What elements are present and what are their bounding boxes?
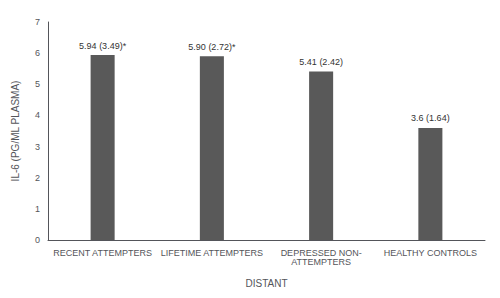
svg-text:IL-6 (PG/ML PLASMA): IL-6 (PG/ML PLASMA) — [10, 81, 21, 182]
svg-text:RECENT ATTEMPTERS: RECENT ATTEMPTERS — [53, 248, 152, 258]
svg-text:HEALTHY CONTROLS: HEALTHY CONTROLS — [384, 248, 477, 258]
svg-text:5.90 (2.72)*: 5.90 (2.72)* — [188, 42, 236, 52]
svg-text:3.6 (1.64): 3.6 (1.64) — [411, 113, 450, 123]
svg-text:5.94 (3.49)*: 5.94 (3.49)* — [79, 41, 127, 51]
svg-text:0: 0 — [35, 235, 40, 245]
svg-text:6: 6 — [35, 48, 40, 58]
svg-text:5: 5 — [35, 79, 40, 89]
svg-text:4: 4 — [35, 110, 40, 120]
svg-text:DISTANT: DISTANT — [245, 278, 287, 289]
svg-text:3: 3 — [35, 142, 40, 152]
svg-text:5.41 (2.42): 5.41 (2.42) — [299, 57, 343, 67]
svg-text:LIFETIME ATTEMPTERS: LIFETIME ATTEMPTERS — [161, 248, 263, 258]
svg-text:ATTEMPTERS: ATTEMPTERS — [291, 257, 351, 267]
svg-text:7: 7 — [35, 17, 40, 27]
svg-text:2: 2 — [35, 173, 40, 183]
svg-text:DEPRESSED NON-: DEPRESSED NON- — [280, 247, 362, 258]
svg-text:1: 1 — [35, 204, 40, 214]
